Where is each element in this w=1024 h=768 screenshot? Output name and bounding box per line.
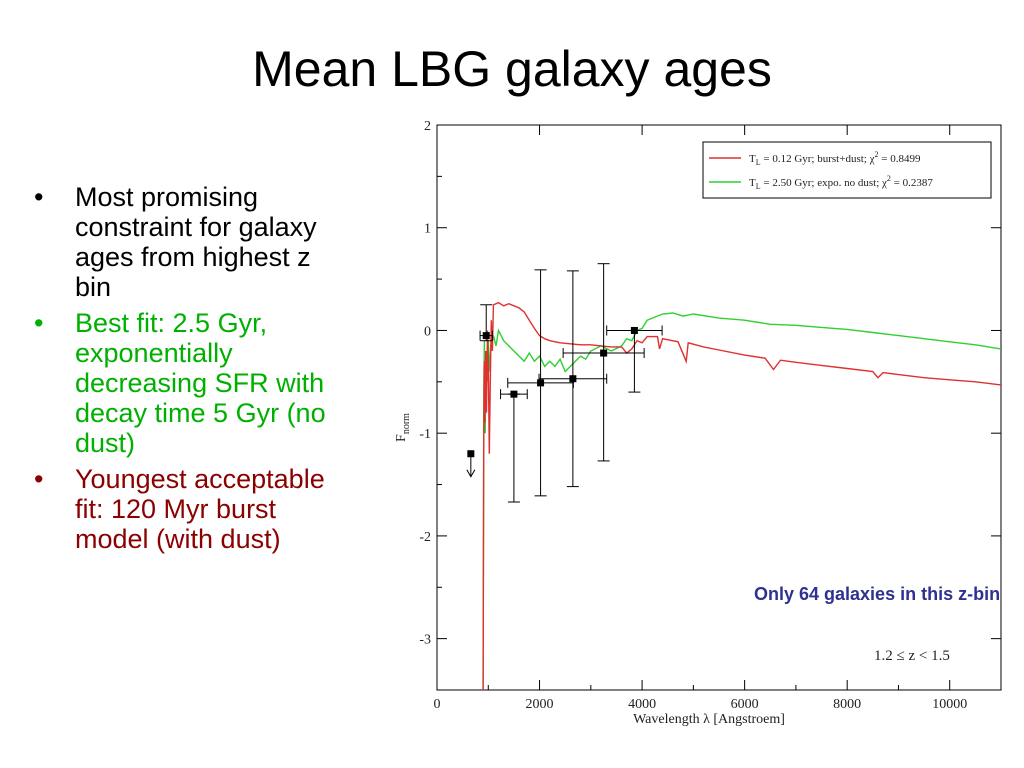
data-point (569, 375, 577, 383)
bullet-list: • Most promising constraint for galaxy a… (32, 182, 352, 560)
x-tick-label: 6000 (731, 697, 759, 712)
x-tick-label: 10000 (932, 697, 967, 712)
y-tick-label: -3 (419, 633, 431, 648)
legend-label-2: TL = 2.50 Gyr; expo. no dust; χ2 = 0.238… (749, 174, 933, 191)
z-bin-label: 1.2 ≤ z < 1.5 (874, 648, 950, 664)
upper-limit-arrowhead (466, 469, 476, 478)
x-tick-label: 0 (434, 697, 441, 712)
bullet-dot: • (34, 182, 44, 212)
data-point (630, 326, 638, 334)
bullet-text: Best fit: 2.5 Gyr, exponentially decreas… (75, 308, 326, 458)
data-point (510, 390, 518, 398)
x-tick-label: 4000 (628, 697, 656, 712)
y-tick-label: 1 (424, 222, 431, 237)
x-tick-label: 8000 (833, 697, 861, 712)
legend-label-1: TL = 0.12 Gyr; burst+dust; χ2 = 0.8499 (749, 150, 921, 167)
y-tick-label: -2 (419, 530, 431, 545)
slide-title: Mean LBG galaxy ages (252, 41, 772, 97)
plot-frame (436, 124, 1002, 691)
bullet-dot: • (34, 464, 44, 494)
y-tick-label: 0 (424, 324, 431, 339)
data-point (600, 349, 608, 357)
data-point (537, 379, 545, 387)
bullet-item-3: • Youngest acceptable fit: 120 Myr burst… (32, 464, 352, 554)
bullet-item-1: • Most promising constraint for galaxy a… (32, 182, 352, 302)
bullet-item-2: • Best fit: 2.5 Gyr, exponentially decre… (32, 308, 352, 458)
bullet-text: Youngest acceptable fit: 120 Myr burst m… (75, 464, 325, 554)
note-text: Only 64 galaxies in this z-bin (754, 584, 1001, 604)
x-axis-label: Wavelength λ [Angstroem] (633, 712, 785, 727)
x-tick-label: 2000 (526, 697, 554, 712)
data-point (482, 332, 490, 340)
legend-box (702, 141, 992, 199)
y-tick-label: 2 (424, 119, 431, 134)
bullet-dot: • (34, 308, 44, 338)
y-tick-label: -1 (419, 427, 431, 442)
y-axis-label: Fnorm (394, 413, 412, 442)
series-line-2 (482, 312, 1001, 690)
bullet-text: Most promising constraint for galaxy age… (75, 182, 317, 302)
